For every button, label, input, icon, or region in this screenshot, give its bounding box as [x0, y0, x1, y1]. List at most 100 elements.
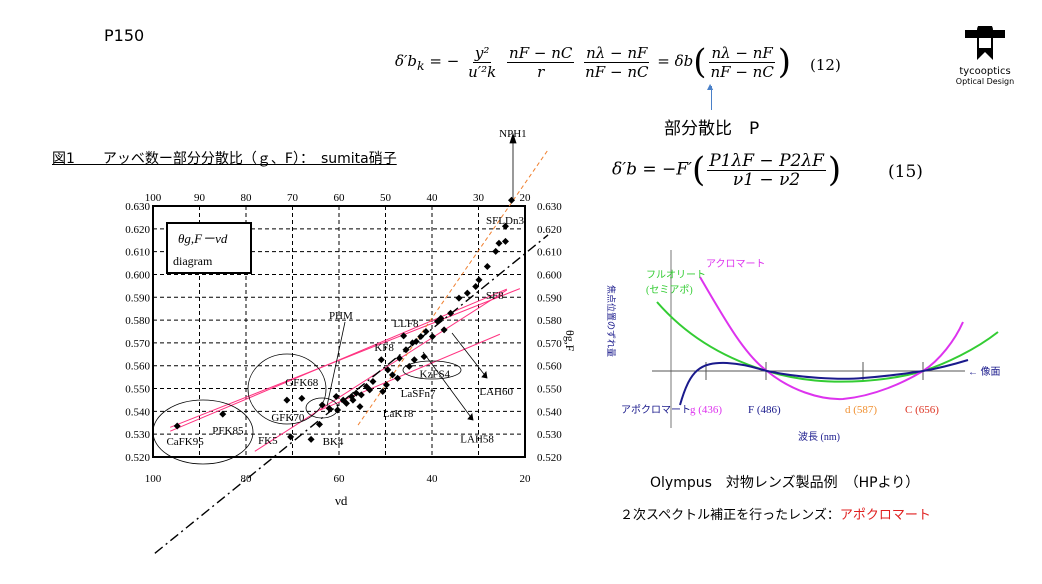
glass-label-kf8: KF8	[374, 342, 394, 354]
y-tick-left-label: 0.520	[125, 452, 150, 464]
y-tick-left-label: 0.550	[125, 384, 150, 396]
fluorite-curve	[656, 301, 999, 383]
eq12-f2-num: nF − nC	[507, 43, 575, 63]
glass-label-kzfs4: KzFS4	[420, 368, 451, 380]
lah60-arrow	[451, 332, 488, 379]
data-point	[219, 410, 227, 418]
achromat-curve	[699, 276, 964, 401]
x-tick-top-label: 50	[380, 192, 392, 204]
eq12-lhs-sub: k	[417, 58, 425, 73]
data-point	[501, 222, 509, 230]
eq12-equals: = −	[429, 52, 460, 70]
page-label: P150	[104, 26, 145, 45]
equation-15: δ′b = −F′(P1λF − P2λF ν1 − ν2)	[612, 150, 842, 190]
data-point	[377, 356, 385, 364]
abbe-partial-dispersion-chart: 100 90 80 70 60 50 40 30 20 100 80 60 40 20 0.630 0.630…	[125, 128, 577, 554]
data-point	[400, 332, 408, 340]
y-tick-left-label: 0.600	[125, 269, 150, 281]
y-tick-left-label: 0.590	[125, 292, 150, 304]
y-tick-right-label: 0.520	[537, 452, 562, 464]
eq12-f1-num: y²	[472, 43, 492, 63]
x-tick-bottom-label: 40	[427, 473, 439, 485]
data-point	[492, 247, 500, 255]
data-point	[356, 403, 364, 411]
data-point	[325, 404, 333, 412]
data-point	[463, 289, 471, 297]
glass-label-phm: PHM	[329, 310, 353, 322]
data-point	[349, 396, 357, 404]
eq15-lhs: δ′b = −F′	[612, 159, 692, 180]
glass-label-lah58: LAH58	[460, 433, 494, 445]
wavelength-c: C (656)	[905, 404, 939, 416]
data-point	[501, 237, 509, 245]
data-point	[420, 353, 428, 361]
data-point	[366, 386, 374, 394]
image-plane-label: ← 像面	[968, 366, 1001, 378]
wavelength-d: d (587)	[845, 404, 877, 416]
data-point	[315, 420, 323, 428]
data-point	[394, 374, 402, 382]
y-tick-left-label: 0.570	[125, 338, 150, 350]
y-tick-left-label: 0.610	[125, 247, 150, 259]
data-point	[287, 433, 295, 441]
focus-y-axis-label: 焦点位置のずれ量	[606, 285, 617, 357]
data-point	[495, 239, 503, 247]
eq12-f3-den: nF − nC	[585, 62, 649, 81]
x-tick-bottom-label: 80	[241, 473, 253, 485]
eq15-den: ν1 − ν2	[732, 169, 801, 190]
lah58-arrowhead	[467, 413, 474, 421]
y-axis-title: θg,F	[563, 330, 577, 352]
data-point	[437, 314, 445, 322]
apochromat-label: アポクロマート	[621, 404, 691, 416]
equation-15-number: (15)	[888, 162, 923, 182]
eq12-frac3: nλ − nF nF − nC	[583, 44, 650, 81]
logo-mark-icon	[965, 22, 1005, 60]
glass-label-sf8: SF8	[486, 290, 504, 302]
ellipse-gfk68	[247, 353, 327, 425]
fluorite-label: フルオリート	[646, 269, 706, 281]
data-point	[455, 294, 463, 302]
y-tick-right-label: 0.530	[537, 429, 562, 441]
x-tick-top-label: 30	[473, 192, 485, 204]
data-point	[382, 381, 390, 389]
x-tick-top-label: 70	[287, 192, 299, 204]
glass-label-pfk85: PFK85	[212, 425, 244, 437]
x-tick-top-label: 20	[520, 192, 532, 204]
data-point	[410, 356, 418, 364]
eq15-num: P1λF − P2λF	[707, 150, 826, 171]
glass-label-bk4: BK4	[323, 436, 344, 448]
eq15-frac: P1λF − P2λF ν1 − ν2	[707, 152, 826, 189]
focus-chart-caption: Olympus 対物レンズ製品例 （HPより）	[650, 475, 920, 491]
normal-line-3	[254, 289, 508, 452]
data-point	[402, 346, 410, 354]
lah58-arrow	[422, 351, 474, 421]
y-tick-right-label: 0.610	[537, 247, 562, 259]
eq12-frac2: nF − nC r	[507, 43, 575, 81]
focus-shift-chart: アクロマート フルオリート (セミアポ) アポクロマート 焦点位置のずれ量 ← …	[606, 250, 1001, 443]
equation-12: δ′bk = − y² u′²k nF − nC r nλ − nF nF − nC …	[395, 42, 792, 82]
y-tick-right-label: 0.580	[537, 315, 562, 327]
y-tick-left-label: 0.580	[125, 315, 150, 327]
x-tick-bottom-label: 60	[334, 473, 346, 485]
eq12-f3-num: nλ − nF	[584, 43, 650, 63]
data-point	[475, 276, 483, 284]
data-point	[440, 326, 448, 334]
plot-frame	[152, 205, 526, 458]
fluorite-label-2: (セミアポ)	[646, 284, 693, 296]
data-point	[318, 401, 326, 409]
phm-leader-line	[326, 321, 346, 407]
y-tick-right-label: 0.540	[537, 406, 562, 418]
data-point	[357, 391, 365, 399]
glass-label-lah60: LAH60	[479, 386, 513, 398]
figure-title: 図1 アッベ数ー部分分散比（ｇ、F）： sumita硝子	[52, 151, 397, 167]
glass-label-sfldn3: SFLDn3	[486, 215, 524, 227]
glass-label-llf8: LLF8	[393, 318, 419, 330]
arrow-line	[711, 86, 712, 110]
y-tick-right-label: 0.570	[537, 338, 562, 350]
lah60-arrowhead	[481, 371, 488, 379]
nph1-arrowhead	[509, 132, 517, 144]
legend-subtitle: diagram	[173, 254, 213, 268]
glass-label-nph1: NPH1	[499, 128, 527, 140]
note-highlight: アポクロマート	[839, 508, 931, 523]
